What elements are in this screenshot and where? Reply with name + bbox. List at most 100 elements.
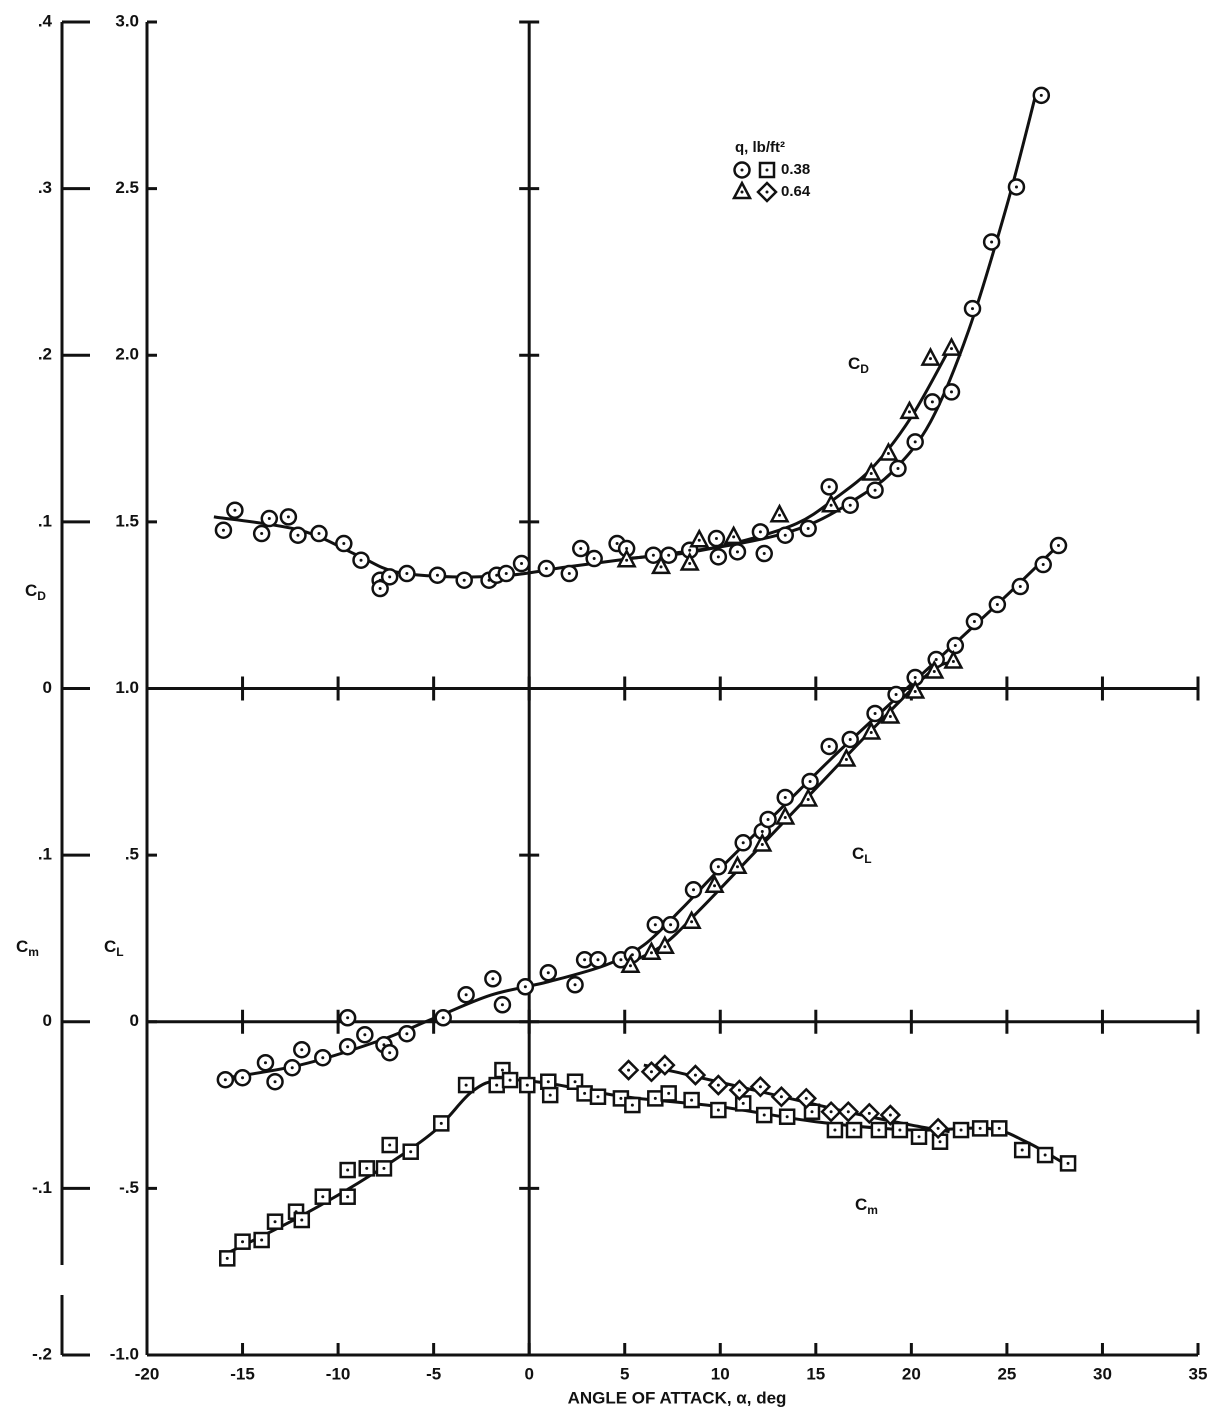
point-dot xyxy=(619,1096,623,1100)
point-dot xyxy=(346,1168,350,1172)
point-dot xyxy=(382,1043,386,1047)
legend-title: q, lb/ft² xyxy=(735,139,785,156)
legend-marker-dot xyxy=(765,190,769,194)
point-dot xyxy=(1018,585,1022,589)
point-dot xyxy=(346,1045,350,1049)
point-dot xyxy=(630,1103,634,1107)
x-tick-label: -5 xyxy=(426,1364,441,1383)
point-dot xyxy=(930,400,934,404)
point-dot xyxy=(806,797,810,801)
point-dot xyxy=(829,503,833,507)
point-dot xyxy=(804,1096,808,1100)
point-dot xyxy=(735,550,739,554)
point-dot xyxy=(869,472,873,476)
point-dot xyxy=(667,553,671,557)
point-dot xyxy=(913,676,917,680)
point-dot xyxy=(778,513,782,517)
point-dot xyxy=(1014,185,1018,189)
point-dot xyxy=(273,1220,277,1224)
point-dot xyxy=(382,1166,386,1170)
legend-label: 0.38 xyxy=(781,161,810,178)
point-dot xyxy=(583,1091,587,1095)
point-dot xyxy=(827,744,831,748)
point-dot xyxy=(523,985,527,989)
outer-tick-label: .2 xyxy=(38,345,52,364)
point-dot xyxy=(873,711,877,715)
point-dot xyxy=(779,1095,783,1099)
point-dot xyxy=(783,795,787,799)
point-dot xyxy=(934,658,938,662)
x-tick-label: 5 xyxy=(620,1364,629,1383)
point-dot xyxy=(1057,544,1061,548)
point-dot xyxy=(867,1111,871,1115)
point-dot xyxy=(760,829,764,833)
point-dot xyxy=(233,508,237,512)
point-dot xyxy=(579,547,583,551)
point-dot xyxy=(898,1128,902,1132)
y-tick-label: 2.5 xyxy=(115,178,139,197)
point-dot xyxy=(573,1080,577,1084)
point-dot xyxy=(221,528,225,532)
x-tick-label: 30 xyxy=(1093,1364,1112,1383)
y-tick-label: 3.0 xyxy=(115,11,139,30)
point-dot xyxy=(346,1016,350,1020)
x-tick-label: 20 xyxy=(902,1364,921,1383)
point-dot xyxy=(737,1088,741,1092)
point-dot xyxy=(359,558,363,562)
point-dot xyxy=(888,714,892,718)
point-dot xyxy=(388,1143,392,1147)
point-dot xyxy=(441,1016,445,1020)
point-dot xyxy=(365,1166,369,1170)
point-dot xyxy=(388,1051,392,1055)
point-dot xyxy=(223,1078,227,1082)
point-dot xyxy=(342,542,346,546)
curve-label: CL xyxy=(852,844,872,866)
point-dot xyxy=(873,488,877,492)
point-dot xyxy=(913,440,917,444)
fair-curve xyxy=(223,544,1060,1080)
point-dot xyxy=(495,573,499,577)
point-dot xyxy=(990,240,994,244)
y-tick-label: 1.0 xyxy=(115,678,139,697)
point-dot xyxy=(525,1083,529,1087)
point-dot xyxy=(667,1091,671,1095)
y-tick-label: 0 xyxy=(130,1011,139,1030)
point-dot xyxy=(713,884,717,888)
point-dot xyxy=(972,620,976,624)
y-tick-label: 1.5 xyxy=(115,511,139,530)
point-dot xyxy=(932,670,936,674)
point-dot xyxy=(653,1096,657,1100)
point-dot xyxy=(697,538,701,542)
point-dot xyxy=(435,573,439,577)
point-dot xyxy=(625,558,629,562)
point-dot xyxy=(649,951,653,955)
point-dot xyxy=(625,547,629,551)
x-tick-label: -20 xyxy=(135,1364,160,1383)
label-base: C xyxy=(855,1195,867,1214)
point-dot xyxy=(286,515,290,519)
point-dot xyxy=(758,1085,762,1089)
point-dot xyxy=(649,1070,653,1074)
point-dot xyxy=(663,945,667,949)
point-dot xyxy=(783,533,787,537)
y-tick-label: -.5 xyxy=(119,1178,139,1197)
point-dot xyxy=(615,542,619,546)
point-dot xyxy=(464,1083,468,1087)
point-dot xyxy=(346,1195,350,1199)
point-dot xyxy=(439,1121,443,1125)
outer-tick-label: .1 xyxy=(38,845,52,864)
label-sub: m xyxy=(867,1203,878,1217)
point-dot xyxy=(1066,1161,1070,1165)
label-sub: m xyxy=(28,945,39,959)
point-dot xyxy=(762,552,766,556)
point-dot xyxy=(464,993,468,997)
point-dot xyxy=(263,1061,267,1065)
point-dot xyxy=(888,1113,892,1117)
point-dot xyxy=(300,1218,304,1222)
point-dot xyxy=(997,1126,1001,1130)
point-dot xyxy=(766,817,770,821)
point-dot xyxy=(225,1256,229,1260)
point-dot xyxy=(508,1078,512,1082)
point-dot xyxy=(894,692,898,696)
cd-axis-label: CD xyxy=(25,581,46,603)
